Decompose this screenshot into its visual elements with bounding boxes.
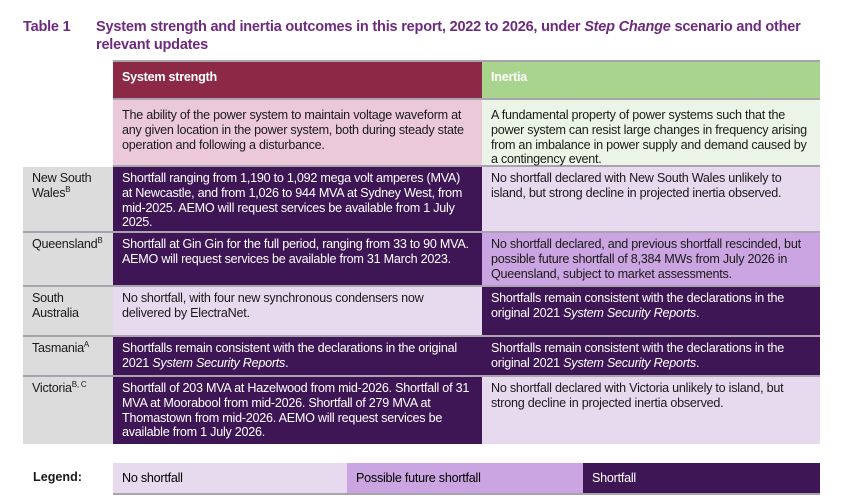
table-number: Table 1 — [23, 19, 71, 35]
table-caption: System strength and inertia outcomes in … — [96, 18, 833, 54]
outcomes-table: System strength Inertia The ability of t… — [23, 60, 820, 444]
table-title: Table 1 System strength and inertia outc… — [23, 18, 833, 54]
state-cell: South Australia — [23, 287, 113, 337]
definition-system-strength: The ability of the power system to maint… — [113, 100, 482, 167]
empty-corner — [23, 60, 113, 100]
header-system-strength: System strength — [113, 60, 482, 100]
state-cell: New South WalesB — [23, 167, 113, 233]
system-strength-cell: Shortfall of 203 MVA at Hazelwood from m… — [113, 377, 482, 444]
system-strength-cell: Shortfall at Gin Gin for the full period… — [113, 233, 482, 287]
header-inertia: Inertia — [482, 60, 820, 100]
legend-possible-future-shortfall: Possible future shortfall — [347, 463, 583, 493]
legend-label: Legend: — [33, 470, 82, 484]
system-strength-cell: Shortfall ranging from 1,190 to 1,092 me… — [113, 167, 482, 233]
legend: No shortfall Possible future shortfall S… — [113, 463, 820, 495]
inertia-cell: Shortfalls remain consistent with the de… — [482, 337, 820, 377]
state-cell: TasmaniaA — [23, 337, 113, 377]
caption-text: System strength and inertia outcomes in … — [96, 19, 585, 35]
empty-corner — [23, 100, 113, 167]
caption-text-end: scenario and other relevant updates — [96, 19, 801, 53]
legend-shortfall: Shortfall — [583, 463, 820, 493]
inertia-cell: No shortfall declared with New South Wal… — [482, 167, 820, 233]
inertia-cell: No shortfall declared, and previous shor… — [482, 233, 820, 287]
legend-no-shortfall: No shortfall — [113, 463, 347, 493]
inertia-cell: Shortfalls remain consistent with the de… — [482, 287, 820, 337]
inertia-cell: No shortfall declared with Victoria unli… — [482, 377, 820, 444]
caption-italic: Step Change — [584, 19, 671, 35]
system-strength-cell: No shortfall, with four new synchronous … — [113, 287, 482, 337]
state-cell: VictoriaB, C — [23, 377, 113, 444]
definition-inertia: A fundamental property of power systems … — [482, 100, 820, 167]
system-strength-cell: Shortfalls remain consistent with the de… — [113, 337, 482, 377]
state-cell: QueenslandB — [23, 233, 113, 287]
